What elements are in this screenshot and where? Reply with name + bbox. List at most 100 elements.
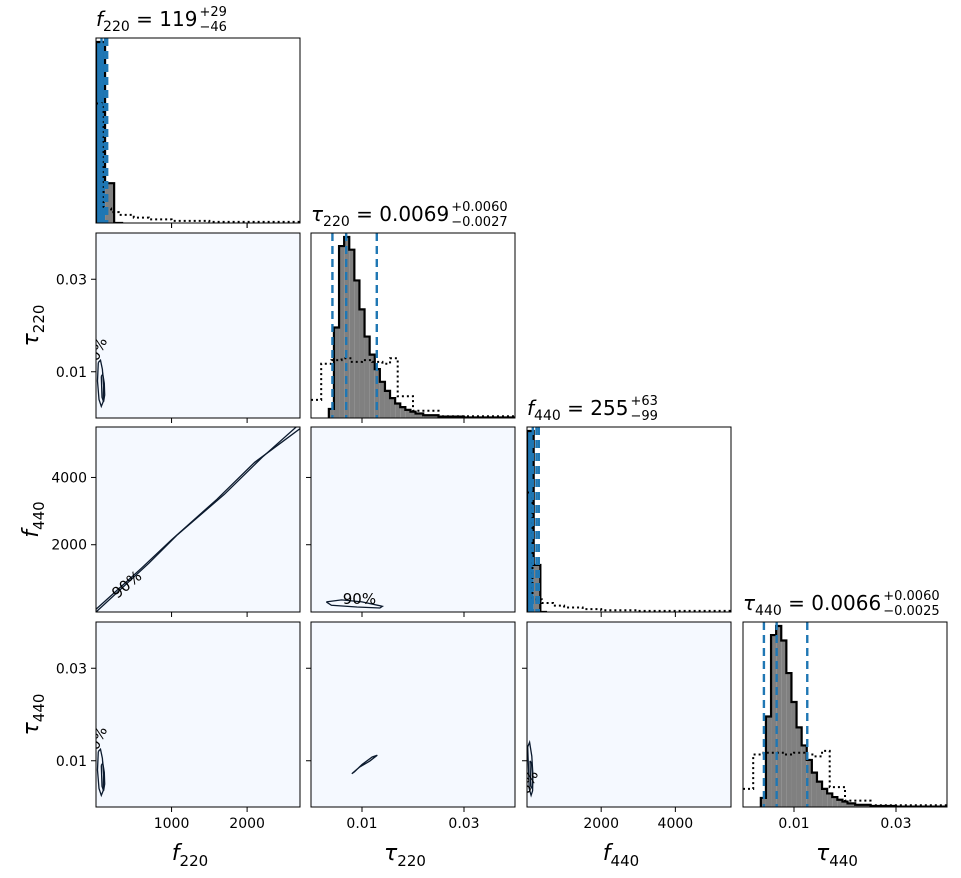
panel-background [311, 427, 515, 612]
title-plus-error: +29 [199, 5, 226, 20]
y-tick-label: 0.01 [56, 365, 87, 381]
panel-background [96, 622, 300, 807]
x-tick-label: 2000 [229, 816, 265, 832]
title-minus-error: −0.0027 [451, 215, 507, 230]
histogram-bar [801, 745, 807, 807]
panel-frame [95, 621, 301, 808]
axis-subscript: 440 [30, 694, 48, 723]
y-tick-label: 4000 [51, 470, 87, 486]
axis-subscript: 440 [829, 852, 858, 870]
panel-background [311, 622, 515, 807]
prior-dotted-line [96, 102, 300, 223]
histogram-bar [791, 702, 797, 807]
panel-background [527, 622, 731, 807]
x-tick-label: 0.01 [346, 816, 377, 832]
x-tick-label: 4000 [658, 816, 694, 832]
contour-line [100, 761, 106, 792]
title-symbol: τ [743, 591, 756, 615]
histogram-bar [806, 759, 812, 807]
histogram-bar [339, 246, 345, 418]
histogram-bar [847, 803, 856, 807]
histogram-bar [328, 408, 334, 418]
histogram-tau440 [743, 622, 947, 807]
y-tick-label: 2000 [51, 538, 87, 554]
histogram-bar [765, 716, 772, 807]
panel-frame [95, 37, 301, 224]
panel-title-main: f440 = 255 [527, 396, 628, 424]
title-subscript: 440 [534, 408, 561, 424]
panel-title-tau440: τ440 = 0.0066 +0.0060−0.0025 [743, 589, 940, 619]
histogram-f220 [96, 38, 300, 223]
axis-symbol: f [603, 841, 614, 866]
title-median: = 255 [561, 396, 629, 420]
x-tick-label: 0.03 [448, 816, 479, 832]
panel-frame [310, 232, 516, 419]
x-tick-label: 1000 [154, 816, 190, 832]
title-minus-error: −0.0025 [883, 604, 939, 619]
x-axis-label-tau220: τ220 [384, 841, 426, 870]
histogram-bar [832, 797, 838, 807]
title-plus-error: +0.0060 [883, 589, 939, 604]
axis-symbol: τ [816, 841, 830, 866]
x-axis-label-tau440: τ440 [816, 841, 858, 870]
histogram-bar [771, 635, 777, 807]
histogram-bar [760, 797, 766, 807]
histogram-bar [786, 673, 792, 807]
histogram-bar [105, 183, 115, 223]
panel-frame [526, 426, 732, 613]
title-minus-error: −99 [630, 409, 657, 424]
histogram-bar [349, 249, 355, 418]
title-symbol: f [96, 7, 106, 31]
axis-symbol: τ [19, 332, 44, 346]
histogram-bar [400, 407, 406, 418]
axis-symbol: τ [384, 841, 398, 866]
title-median: = 0.0069 [350, 202, 449, 226]
y-tick-label: 0.03 [56, 272, 87, 288]
panel-frame [310, 426, 516, 613]
histogram-tau220 [311, 233, 515, 418]
histogram-bar [842, 801, 848, 807]
title-median: = 0.0066 [782, 591, 881, 615]
axis-subscript: 220 [397, 852, 426, 870]
histogram-bar [796, 727, 802, 807]
panel-title-f440: f440 = 255 +63−99 [527, 394, 658, 424]
contour-label: 90% [343, 590, 376, 608]
contour-f220-f440: 90% [96, 427, 300, 612]
panel-title-f220: f220 = 119 +29−46 [96, 5, 227, 35]
panel-title-main: τ440 = 0.0066 [743, 591, 881, 619]
histogram-bar [816, 781, 823, 807]
axis-symbol: f [172, 841, 183, 866]
y-axis-label-f440: f440 [19, 501, 48, 537]
title-symbol: τ [311, 202, 324, 226]
histogram-bar [333, 327, 340, 418]
histogram-f440 [527, 427, 731, 612]
contour-line [529, 760, 534, 791]
histogram-bar [822, 788, 828, 807]
histogram-bar [359, 309, 365, 418]
x-axis-label-f440: f440 [603, 841, 639, 870]
contour-tau220-tau440 [351, 754, 378, 775]
panel-frame [95, 426, 301, 613]
histogram-bar [837, 799, 843, 807]
title-plus-error: +63 [630, 394, 657, 409]
x-tick-label: 0.01 [778, 816, 809, 832]
histogram-bar [410, 411, 416, 418]
histogram-bar [379, 381, 385, 418]
contour-line [96, 428, 300, 610]
x-tick-label: 2000 [583, 816, 619, 832]
histogram-bar [527, 431, 534, 612]
histogram-bar [369, 354, 375, 418]
histogram-bar [781, 640, 787, 807]
histogram-bar [354, 280, 360, 418]
histogram-bar [405, 409, 411, 418]
histogram-bar [390, 398, 396, 418]
x-axis-label-f220: f220 [172, 841, 208, 870]
axis-subscript: 220 [180, 852, 209, 870]
histogram-bar [415, 413, 424, 418]
panel-frame [95, 232, 301, 419]
axis-symbol: τ [19, 721, 44, 735]
panel-frame [310, 621, 516, 808]
prior-dotted-line [527, 491, 731, 612]
y-axis-label-tau220: τ220 [19, 305, 48, 347]
